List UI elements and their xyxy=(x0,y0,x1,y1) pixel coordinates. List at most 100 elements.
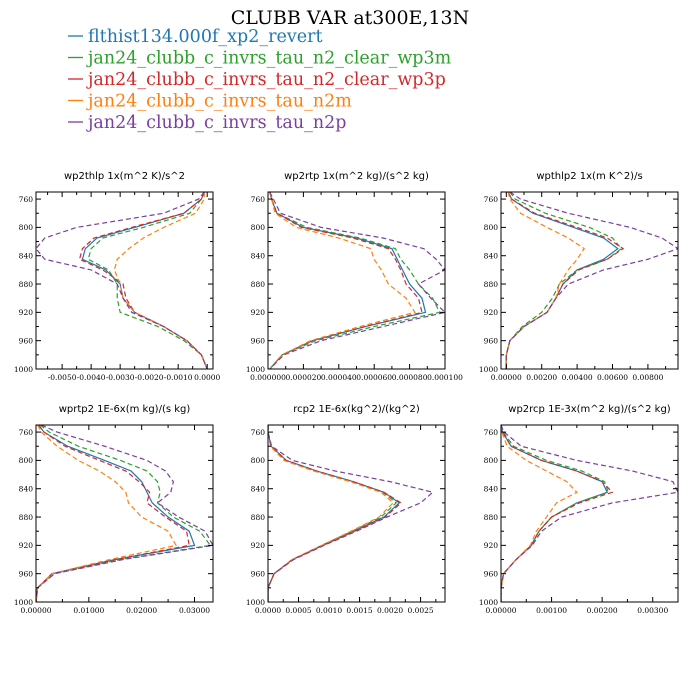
x-tick-label: 0.000080 xyxy=(392,373,428,382)
x-tick-label: 0.000040 xyxy=(321,373,357,382)
series-line xyxy=(268,425,403,602)
x-tick-label: 0.00200 xyxy=(526,373,557,382)
legend: flthist134.000f_xp2_revertjan24_clubb_c_… xyxy=(68,27,452,133)
x-tick-label: -0.0020 xyxy=(135,373,164,382)
x-tick-label: 0.00400 xyxy=(562,373,593,382)
series-line xyxy=(87,192,208,369)
chart-panel: rcp2 1E-6x(kg^2)/(kg^2) 760 800 840 880 920 96… xyxy=(246,404,446,615)
y-tick-label: 880 xyxy=(251,513,266,522)
y-tick-label: 920 xyxy=(251,541,266,550)
y-tick-label: 840 xyxy=(251,485,266,494)
plot-frame xyxy=(500,191,679,370)
y-tick-label: 800 xyxy=(484,456,499,465)
y-tick-label: 840 xyxy=(251,252,266,261)
panel-title: wp2rcp 1E-3x(m^2 kg)/(s^2 kg) xyxy=(508,404,671,415)
y-tick-label: 760 xyxy=(484,428,499,437)
y-tick-label: 760 xyxy=(251,195,266,204)
x-tick-label: 0.0000 xyxy=(255,606,281,615)
plot-frame xyxy=(35,191,214,370)
legend-entry: flthist134.000f_xp2_revert xyxy=(68,27,323,47)
x-tick-label: 0.000000 xyxy=(250,373,286,382)
series-line xyxy=(113,192,208,369)
x-tick-label: 0.0005 xyxy=(285,606,311,615)
y-tick-label: 800 xyxy=(484,223,499,232)
panel-title: rcp2 1E-6x(kg^2)/(kg^2) xyxy=(293,404,420,415)
x-tick-label: 0.0010 xyxy=(316,606,342,615)
legend-entry: jan24_clubb_c_invrs_tau_n2p xyxy=(68,113,346,133)
y-tick-label: 920 xyxy=(484,541,499,550)
x-tick-label: 0.00100 xyxy=(536,606,567,615)
x-tick-label: 0.00000 xyxy=(491,373,522,382)
x-tick-label: 0.00200 xyxy=(587,606,618,615)
y-tick-label: 1000 xyxy=(14,598,33,607)
y-tick-label: 960 xyxy=(19,569,34,578)
x-tick-label: 0.000100 xyxy=(427,373,463,382)
series-line xyxy=(505,192,586,369)
x-tick-label: 0.000020 xyxy=(286,373,322,382)
x-tick-label: 0.0025 xyxy=(407,606,433,615)
x-tick-label: 0.00800 xyxy=(632,373,663,382)
y-tick-label: 1000 xyxy=(479,598,498,607)
panel-title: wp2thlp 1x(m^2 K)/s^2 xyxy=(64,171,185,182)
series-line xyxy=(505,192,678,369)
panel-title: wprtp2 1E-6x(m kg)/(s kg) xyxy=(59,404,191,415)
chart-panel: wpthlp2 1x(m K^2)/s 760 800 840 880 920 960 100… xyxy=(479,171,679,382)
series-line xyxy=(269,192,416,369)
series-line xyxy=(269,192,445,369)
y-tick-label: 920 xyxy=(19,308,34,317)
chart-panel: wp2rtp 1x(m^2 kg)/(s^2 kg) 760 800 840 880 92… xyxy=(246,171,463,382)
x-tick-label: -0.0030 xyxy=(106,373,135,382)
y-tick-label: 760 xyxy=(19,195,34,204)
legend-label: jan24_clubb_c_invrs_tau_n2p xyxy=(86,113,346,133)
x-tick-label: 0.00600 xyxy=(597,373,628,382)
y-tick-label: 960 xyxy=(484,336,499,345)
x-tick-label: 0.01000 xyxy=(73,606,104,615)
y-tick-label: 960 xyxy=(19,336,34,345)
legend-label: flthist134.000f_xp2_revert xyxy=(88,27,323,47)
y-tick-label: 800 xyxy=(251,223,266,232)
legend-label: jan24_clubb_c_invrs_tau_n2_clear_wp3m xyxy=(86,49,452,69)
x-tick-label: -0.0040 xyxy=(77,373,106,382)
legend-label: jan24_clubb_c_invrs_tau_n2m xyxy=(86,92,352,112)
y-tick-label: 920 xyxy=(19,541,34,550)
series-line xyxy=(501,425,578,602)
series-line xyxy=(36,425,190,602)
x-tick-label: -0.0050 xyxy=(48,373,77,382)
series-line xyxy=(269,192,427,369)
series-line xyxy=(36,425,177,602)
y-tick-label: 840 xyxy=(19,485,34,494)
x-tick-label: 0.000060 xyxy=(356,373,392,382)
y-tick-label: 880 xyxy=(19,280,34,289)
y-tick-label: 800 xyxy=(251,456,266,465)
legend-entry: jan24_clubb_c_invrs_tau_n2_clear_wp3p xyxy=(68,70,446,90)
y-tick-label: 840 xyxy=(484,485,499,494)
y-tick-label: 1000 xyxy=(14,365,33,374)
panels-grid: wp2thlp 1x(m^2 K)/s^2 760 800 840 880 920 960 1… xyxy=(14,171,679,615)
series-line xyxy=(501,425,609,602)
x-tick-label: 0.03000 xyxy=(179,606,210,615)
series-line xyxy=(36,425,213,602)
y-tick-label: 880 xyxy=(484,280,499,289)
legend-entry: jan24_clubb_c_invrs_tau_n2_clear_wp3m xyxy=(68,49,452,69)
y-tick-label: 760 xyxy=(19,428,34,437)
plot-frame xyxy=(267,424,446,603)
x-tick-label: 0.0020 xyxy=(377,606,403,615)
y-tick-label: 1000 xyxy=(246,598,265,607)
y-tick-label: 800 xyxy=(19,456,34,465)
chart-panel: wprtp2 1E-6x(m kg)/(s kg) 760 800 840 880 920… xyxy=(14,404,214,615)
series-line xyxy=(268,425,398,602)
plot-frame xyxy=(267,191,446,370)
plot-frame xyxy=(500,424,679,603)
legend-label: jan24_clubb_c_invrs_tau_n2_clear_wp3p xyxy=(86,70,446,90)
y-tick-label: 880 xyxy=(19,513,34,522)
y-tick-label: 1000 xyxy=(479,365,498,374)
series-line xyxy=(501,425,614,602)
x-tick-label: 0.0015 xyxy=(346,606,372,615)
y-tick-label: 960 xyxy=(251,336,266,345)
y-tick-label: 760 xyxy=(251,428,266,437)
x-tick-label: 0.00300 xyxy=(637,606,668,615)
y-tick-label: 1000 xyxy=(246,365,265,374)
plot-frame xyxy=(35,424,214,603)
y-tick-label: 960 xyxy=(484,569,499,578)
y-tick-label: 880 xyxy=(484,513,499,522)
